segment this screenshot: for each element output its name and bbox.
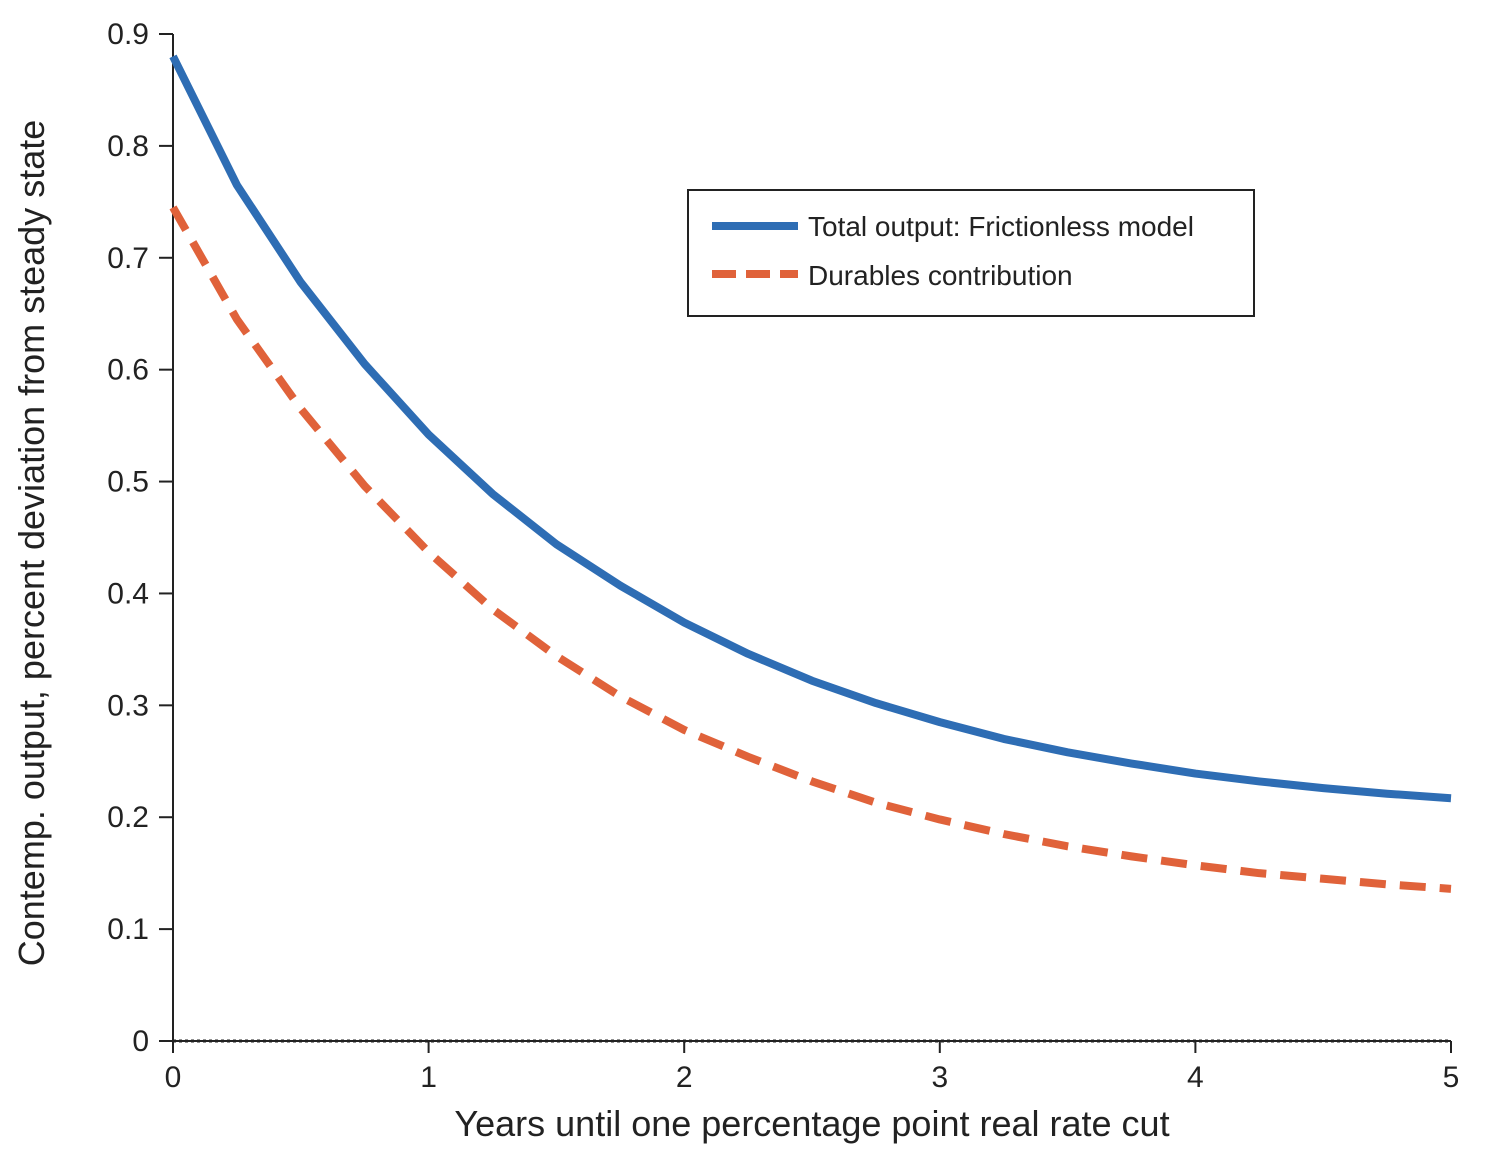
y-tick-label: 0.3 bbox=[107, 689, 149, 722]
legend-label-durables: Durables contribution bbox=[808, 260, 1073, 291]
legend-label-total-output: Total output: Frictionless model bbox=[808, 211, 1194, 242]
y-tick-label: 0.6 bbox=[107, 354, 149, 387]
y-axis-title: Contemp. output, percent deviation from … bbox=[11, 120, 52, 966]
x-tick-label: 2 bbox=[676, 1061, 693, 1094]
x-axis-ticks: 0 1 2 3 4 5 bbox=[165, 1041, 1460, 1094]
legend-box bbox=[687, 189, 1255, 317]
series-line-durables bbox=[169, 205, 1452, 893]
y-tick-label: 0.2 bbox=[107, 801, 149, 834]
x-axis-title: Years until one percentage point real ra… bbox=[454, 1103, 1169, 1144]
y-tick-label: 0 bbox=[132, 1025, 149, 1058]
x-tick-label: 4 bbox=[1187, 1061, 1204, 1094]
y-tick-label: 0.5 bbox=[107, 466, 149, 499]
series-line-total-output bbox=[169, 54, 1452, 803]
y-tick-label: 0.7 bbox=[107, 242, 149, 275]
x-tick-label: 3 bbox=[931, 1061, 948, 1094]
x-tick-label: 1 bbox=[420, 1061, 437, 1094]
y-tick-label: 0.8 bbox=[107, 130, 149, 163]
y-tick-label: 0.1 bbox=[107, 913, 149, 946]
legend: Total output: Frictionless model Durable… bbox=[687, 189, 1255, 317]
series-layer bbox=[169, 54, 1452, 893]
x-tick-label: 5 bbox=[1443, 1061, 1460, 1094]
y-tick-label: 0.4 bbox=[107, 577, 149, 610]
x-tick-label: 0 bbox=[165, 1061, 182, 1094]
y-tick-label: 0.9 bbox=[107, 18, 149, 51]
y-axis-ticks: 0 0.1 0.2 0.3 0.4 0.5 0.6 0.7 0.8 0.9 bbox=[107, 18, 173, 1058]
